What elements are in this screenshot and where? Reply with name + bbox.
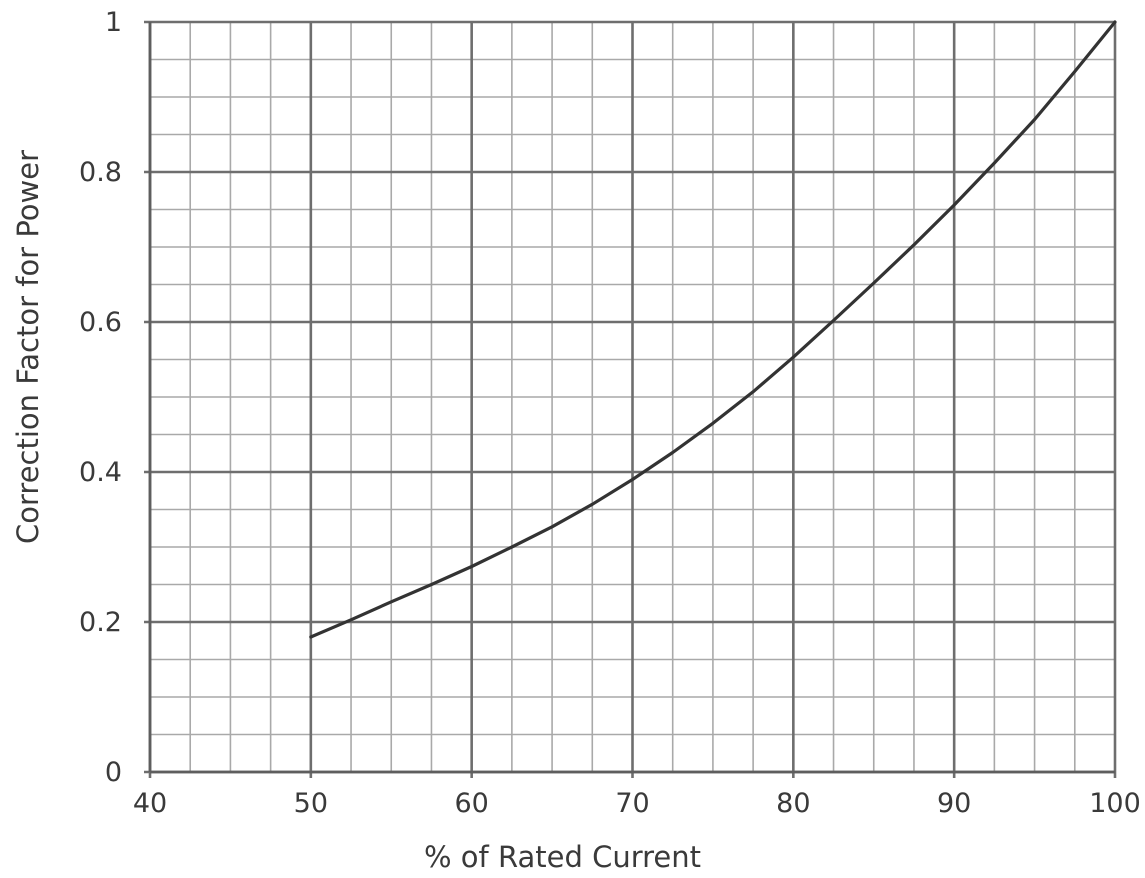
x-tick-label: 50 <box>294 788 328 819</box>
series-line <box>309 20 1117 639</box>
y-tick-label: 0.8 <box>79 157 122 188</box>
y-axis-ticks: 0 0.2 0.4 0.6 0.8 1 <box>79 7 122 788</box>
x-tick-label: 40 <box>133 788 167 819</box>
y-tick-label: 1 <box>105 7 122 38</box>
y-tick-label: 0.4 <box>79 457 122 488</box>
x-axis-ticks: 40 50 60 70 80 90 100 <box>133 788 1141 819</box>
x-tick-label: 90 <box>937 788 971 819</box>
y-tick-label: 0.6 <box>79 307 122 338</box>
x-tick-label: 60 <box>454 788 488 819</box>
major-grid <box>144 20 1117 778</box>
x-tick-label: 70 <box>615 788 649 819</box>
series-layer <box>309 20 1117 639</box>
x-tick-label: 100 <box>1089 788 1141 819</box>
y-tick-label: 0.2 <box>79 607 122 638</box>
x-axis-title: % of Rated Current <box>424 840 701 874</box>
y-axis-title: Correction Factor for Power <box>11 150 45 544</box>
y-tick-label: 0 <box>105 757 122 788</box>
x-tick-label: 80 <box>776 788 810 819</box>
plot-frame <box>148 22 1115 774</box>
